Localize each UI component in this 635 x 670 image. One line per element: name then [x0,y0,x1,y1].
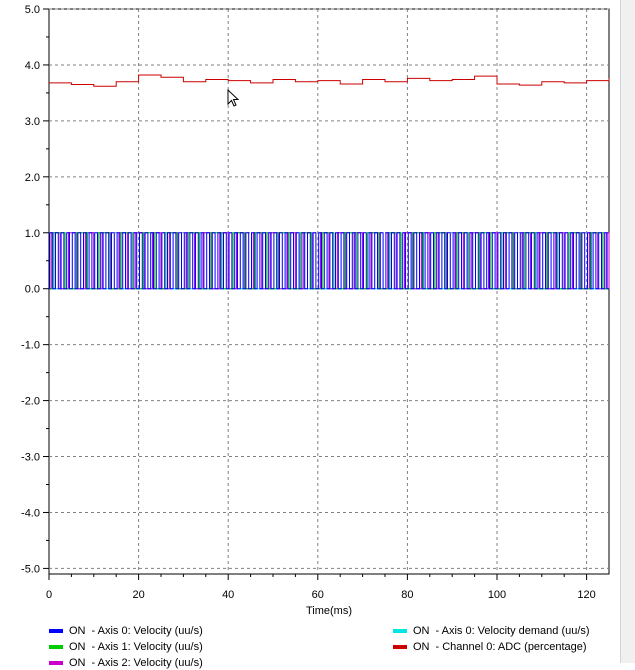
legend-item[interactable]: ON - Axis 0: Velocity (uu/s) [49,624,203,638]
y-tick-label: 5.0 [25,4,40,16]
legend-state: ON [413,641,430,653]
grid [49,8,609,574]
legend-state: ON [69,657,86,669]
legend-swatch [393,629,407,633]
series-line-4 [49,74,610,87]
series-line-0 [49,232,609,290]
legend-label: - Axis 1: Velocity (uu/s) [91,641,203,653]
legend-item[interactable]: ON - Axis 2: Velocity (uu/s) [49,656,203,670]
side-panel-edge [620,0,635,663]
legend-state: ON [413,625,430,637]
x-tick-label: 20 [132,589,144,601]
legend-label: - Axis 0: Velocity demand (uu/s) [435,625,590,637]
x-tick-label: 60 [312,589,324,601]
y-tick-label: -2.0 [21,396,40,408]
legend-state: ON [69,625,86,637]
x-tick-label: 80 [401,589,413,601]
legend-label: - Axis 0: Velocity (uu/s) [91,625,203,637]
legend-label: - Axis 2: Velocity (uu/s) [91,657,203,669]
legend-label: - Channel 0: ADC (percentage) [435,641,587,653]
y-tick-label: 2.0 [25,172,40,184]
y-tick-label: 0.0 [25,284,40,296]
legend-item[interactable]: ON - Channel 0: ADC (percentage) [393,640,587,654]
y-axis: 5.0 4.0 3.0 2.0 1.0 0.0 -1.0 -2.0 -3.0 -4.0 -5.0 [21,4,49,575]
x-axis-label: Time(ms) [306,605,352,617]
y-tick-label: -3.0 [21,452,40,464]
y-tick-label: 1.0 [25,228,40,240]
x-tick-label: 100 [488,589,506,601]
x-tick-label: 0 [46,589,52,601]
mouse-cursor-icon [227,88,240,107]
series-group [49,74,610,290]
x-axis: 0 20 40 60 80 100 120 [46,574,596,601]
y-tick-label: 4.0 [25,60,40,72]
x-tick-label: 120 [577,589,595,601]
y-tick-label: -4.0 [21,507,40,519]
legend-swatch [393,645,407,649]
legend-swatch [49,661,63,665]
plot-area [48,8,610,575]
y-tick-label: 3.0 [25,116,40,128]
legend-swatch [49,629,63,633]
legend-swatch [49,645,63,649]
y-tick-label: -1.0 [21,340,40,352]
legend-item[interactable]: ON - Axis 1: Velocity (uu/s) [49,640,203,654]
legend: ON - Axis 0: Velocity (uu/s) ON - Axis 1:… [0,620,635,669]
legend-state: ON [69,641,86,653]
y-tick-label: -5.0 [21,563,40,575]
legend-item[interactable]: ON - Axis 0: Velocity demand (uu/s) [393,624,590,638]
x-tick-label: 40 [222,589,234,601]
chart: 5.0 4.0 3.0 2.0 1.0 0.0 -1.0 -2.0 -3.0 -4.0 -5.0 0… [21,4,610,617]
